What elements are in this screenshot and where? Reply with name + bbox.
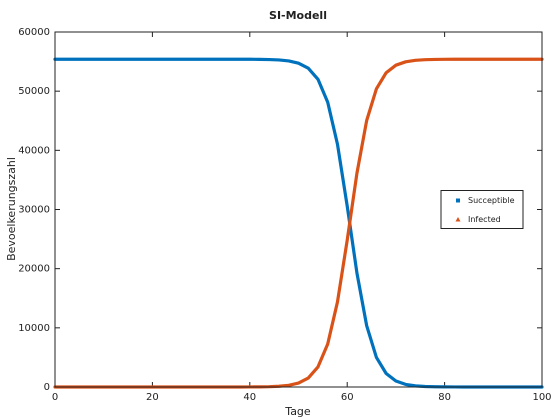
y-tick-label: 0: [44, 382, 50, 393]
x-tick-label: 40: [243, 392, 256, 403]
y-tick-label: 40000: [18, 145, 50, 156]
y-tick-label: 10000: [18, 323, 50, 334]
y-tick-label: 30000: [18, 205, 50, 216]
x-tick-label: 60: [341, 392, 354, 403]
x-tick-label: 0: [52, 392, 58, 403]
x-axis-label: Tage: [284, 405, 311, 418]
y-tick-label: 60000: [18, 27, 50, 38]
y-tick-label: 50000: [18, 86, 50, 97]
chart-title: SI-Modell: [269, 9, 327, 22]
legend-box: [440, 190, 524, 229]
legend-marker: [456, 198, 460, 203]
x-tick-label: 80: [438, 392, 451, 403]
x-tick-label: 100: [532, 392, 551, 403]
y-axis-label: Bevoelkerungszahl: [5, 157, 18, 261]
y-tick-label: 20000: [18, 264, 50, 275]
legend-marker: [455, 217, 461, 222]
legend-label: Infected: [468, 215, 501, 224]
legend-label: Succeptible: [468, 196, 515, 205]
x-tick-label: 20: [146, 392, 159, 403]
plot-frame: [54, 31, 543, 388]
